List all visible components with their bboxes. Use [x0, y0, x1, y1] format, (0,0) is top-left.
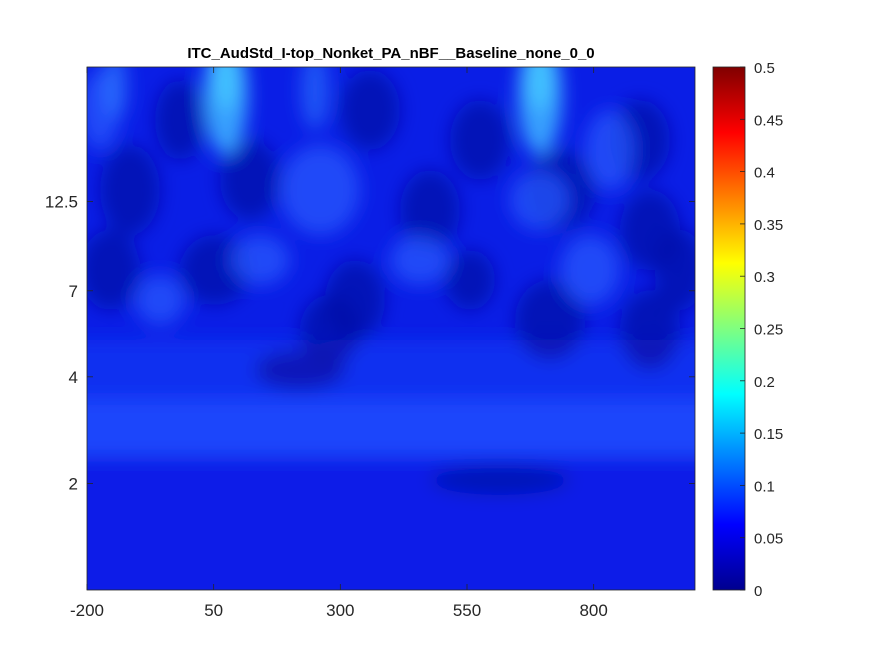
x-tick-label: 300	[326, 601, 354, 620]
heatmap-cell	[87, 455, 695, 590]
heatmap-blobs	[87, 67, 695, 590]
y-axis: 2 4 7 12.5	[45, 193, 695, 493]
heatmap-cell	[135, 275, 185, 325]
heatmap-cell	[212, 67, 240, 110]
heatmap-cell	[87, 230, 140, 310]
heatmap-cell	[100, 145, 160, 235]
heatmap-cell	[445, 250, 495, 310]
x-tick-label: -200	[70, 601, 104, 620]
heatmap-cell	[450, 100, 510, 180]
colorbar-tick-label: 0.45	[754, 112, 783, 129]
heatmap-cell	[155, 80, 205, 160]
chart-title: ITC_AudStd_I-top_Nonket_PA_nBF__Baseline…	[187, 45, 594, 62]
y-tick-label: 12.5	[45, 193, 78, 212]
colorbar-tick-label: 0.25	[754, 322, 783, 339]
colorbar-tick-label: 0.15	[754, 426, 783, 443]
heatmap-cell	[620, 190, 680, 270]
colorbar: 0 0.05 0.1 0.15 0.2 0.25 0.3 0.35 0.4 0.45 0.5	[712, 60, 783, 600]
y-tick-label: 7	[69, 282, 78, 301]
y-tick-label: 2	[69, 474, 78, 493]
heatmap-cell	[255, 350, 345, 390]
colorbar-tick-label: 0.2	[754, 374, 775, 391]
heatmap-cell	[87, 340, 695, 400]
heatmap-area	[87, 67, 695, 590]
heatmap-cell	[430, 465, 570, 495]
colorbar-tick-label: 0.3	[754, 269, 775, 286]
x-tick-label: 800	[579, 601, 607, 620]
heatmap-cell	[340, 70, 400, 150]
heatmap-cell	[220, 140, 280, 220]
heatmap-cell	[585, 110, 635, 190]
heatmap-cell	[280, 145, 360, 235]
heatmap-cell	[230, 235, 290, 285]
heatmap-cell	[510, 170, 570, 230]
colorbar-tick-label: 0.1	[754, 478, 775, 495]
x-axis: -200 50 300 550 800	[70, 67, 608, 620]
heatmap-cell	[325, 260, 385, 340]
colorbar-tick-label: 0.05	[754, 531, 783, 548]
x-tick-label: 550	[453, 601, 481, 620]
heatmap-cell	[526, 67, 554, 110]
colorbar-tick-label: 0.35	[754, 217, 783, 234]
y-tick-label: 4	[69, 368, 78, 387]
x-tick-label: 50	[204, 601, 223, 620]
colorbar-ticks: 0 0.05 0.1 0.15 0.2 0.25 0.3 0.35 0.4 0.45 0.5	[740, 60, 783, 600]
colorbar-tick-label: 0.4	[754, 165, 775, 182]
colorbar-tick-label: 0.5	[754, 60, 775, 77]
heatmap-cell	[560, 235, 620, 305]
heatmap-cell	[301, 67, 329, 130]
plot-frame	[86, 66, 696, 591]
heatmap-cell	[390, 235, 450, 285]
heatmap-cell	[515, 280, 585, 360]
heatmap-cell	[620, 290, 680, 370]
heatmap-cell	[103, 67, 127, 120]
colorbar-tick-label: 0	[754, 583, 762, 600]
heatmap-cell	[87, 398, 695, 456]
colorbar-gradient	[713, 67, 745, 590]
heatmap-cell	[400, 170, 460, 250]
